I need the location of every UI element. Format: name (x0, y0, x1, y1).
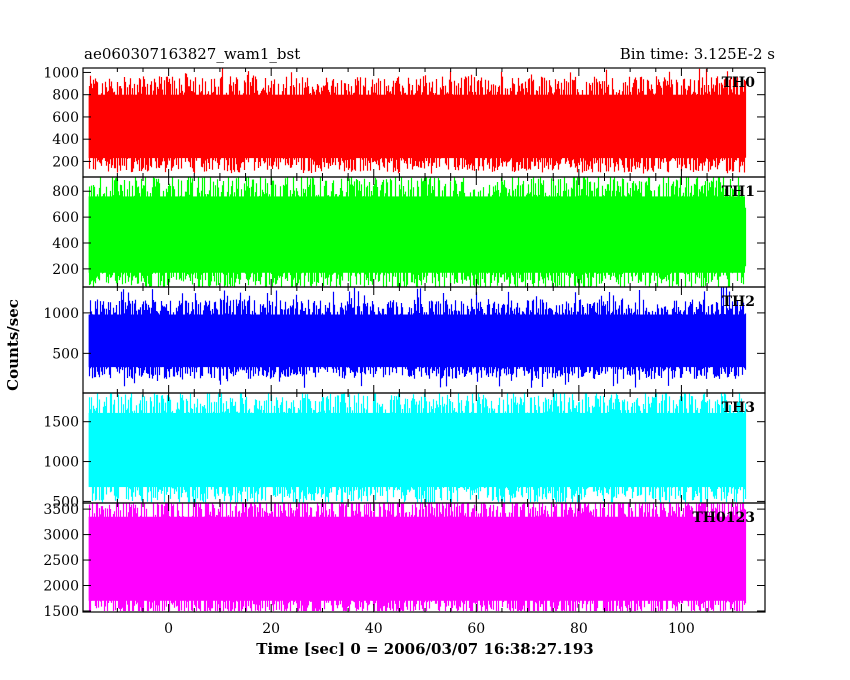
series-label-th3: TH3 (722, 400, 755, 416)
series-label-th0: TH0 (722, 75, 756, 91)
y-tick-label: 400 (52, 236, 79, 252)
series-label-th2: TH2 (722, 294, 755, 310)
y-tick-label: 1000 (43, 455, 79, 471)
x-tick-label: 100 (668, 621, 695, 637)
y-tick-label: 2500 (43, 553, 79, 569)
y-tick-label: 2000 (43, 579, 79, 595)
y-tick-label: 800 (52, 184, 79, 200)
y-tick-label: 1000 (43, 65, 79, 81)
series-label-th0123: TH0123 (692, 510, 755, 526)
x-axis-label: Time [sec] 0 = 2006/03/07 16:38:27.193 (256, 640, 593, 658)
x-tick-label: 80 (570, 621, 588, 637)
panel-frame (82, 502, 766, 613)
series-label-th1: TH1 (722, 184, 755, 200)
y-tick-label: 1500 (43, 415, 79, 431)
y-tick-label: 200 (52, 262, 79, 278)
y-axis-label: Counts/sec (4, 299, 22, 391)
series-th3-trace (88, 393, 747, 503)
y-tick-label: 600 (52, 110, 79, 126)
panel-th0: 200 400 600 800 1000 TH0 (43, 65, 766, 178)
y-tick-label: 3500 (43, 502, 79, 518)
y-tick-label: 1500 (43, 604, 79, 620)
y-tick-label: 200 (52, 154, 79, 170)
x-tick-label: 20 (262, 621, 280, 637)
panel-th1: 200 400 600 800 TH1 (52, 176, 766, 288)
y-tick-label: 3000 (43, 528, 79, 544)
x-tick-label: 0 (164, 621, 173, 637)
y-tick-label: 1000 (43, 306, 79, 322)
panel-th0123: 1500 2000 2500 3000 3500 TH0123 (43, 502, 766, 620)
y-tick-label: 800 (52, 88, 79, 104)
chart-subtitle: Bin time: 3.125E-2 s (620, 45, 775, 63)
x-tick-label: 40 (365, 621, 383, 637)
panel-th2: 500 1000 TH2 (43, 286, 766, 394)
y-tick-label: 500 (52, 346, 79, 362)
x-tick-label: 60 (467, 621, 485, 637)
series-th2-trace (88, 287, 747, 388)
y-tick-label: 400 (52, 132, 79, 148)
y-tick-label: 500 (52, 494, 79, 510)
series-th0-trace (88, 68, 747, 174)
series-th1-trace (88, 177, 747, 287)
panel-th3: 500 1000 1500 TH3 (43, 392, 766, 510)
chart-title: ae060307163827_wam1_bst (84, 45, 300, 63)
series-th0123-trace (88, 503, 747, 611)
y-tick-label: 600 (52, 210, 79, 226)
